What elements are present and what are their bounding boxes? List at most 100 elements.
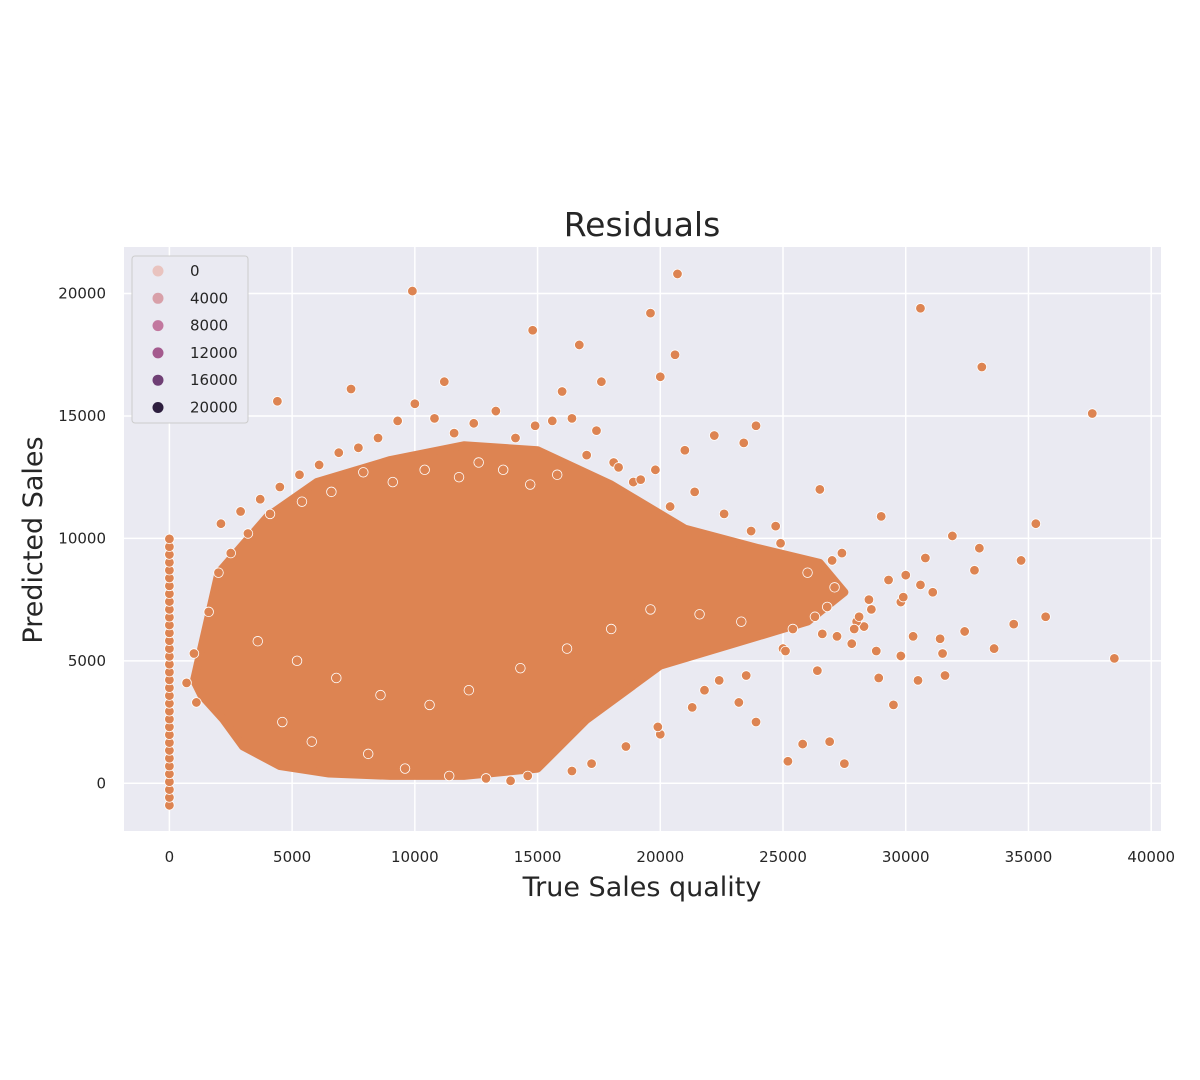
legend-label: 20000 bbox=[190, 399, 238, 417]
x-axis-label: True Sales quality bbox=[522, 872, 762, 903]
data-point bbox=[974, 542, 985, 554]
data-point bbox=[596, 376, 607, 387]
data-point bbox=[821, 601, 833, 613]
data-point bbox=[392, 415, 403, 427]
data-point bbox=[797, 738, 808, 750]
data-point bbox=[225, 547, 236, 559]
data-point bbox=[387, 476, 398, 488]
data-point bbox=[689, 486, 700, 498]
data-point bbox=[525, 479, 536, 490]
data-point bbox=[333, 447, 344, 458]
data-point bbox=[780, 645, 791, 657]
data-point bbox=[669, 349, 681, 360]
data-point bbox=[645, 307, 656, 319]
data-point bbox=[515, 662, 526, 674]
x-tick-label: 35000 bbox=[1005, 848, 1053, 866]
data-point bbox=[888, 699, 899, 711]
data-point bbox=[181, 677, 192, 689]
data-point bbox=[969, 565, 980, 576]
data-point bbox=[345, 383, 357, 395]
data-point bbox=[1008, 618, 1019, 630]
x-tick-label: 40000 bbox=[1127, 848, 1175, 866]
data-point bbox=[947, 530, 958, 542]
data-point bbox=[939, 670, 951, 681]
data-point bbox=[709, 430, 720, 441]
data-point bbox=[745, 525, 757, 537]
data-point bbox=[586, 758, 597, 769]
data-point bbox=[566, 765, 578, 777]
data-point bbox=[448, 427, 460, 439]
legend-marker bbox=[152, 347, 164, 359]
data-point bbox=[714, 675, 725, 686]
y-tick-label: 10000 bbox=[58, 529, 106, 547]
data-point bbox=[372, 432, 384, 444]
chart-title: Residuals bbox=[564, 205, 721, 244]
data-point bbox=[846, 638, 857, 649]
data-point bbox=[574, 339, 585, 351]
data-point bbox=[1087, 408, 1098, 419]
data-point bbox=[291, 655, 303, 667]
data-point bbox=[606, 623, 617, 635]
data-point bbox=[679, 445, 691, 456]
data-point bbox=[770, 520, 781, 532]
data-point bbox=[399, 763, 411, 774]
data-point bbox=[871, 645, 882, 657]
data-point bbox=[826, 555, 838, 566]
data-point bbox=[959, 626, 970, 637]
data-point bbox=[782, 756, 794, 767]
data-point bbox=[468, 418, 479, 429]
data-point bbox=[738, 437, 749, 449]
legend-label: 0 bbox=[190, 262, 200, 280]
data-point bbox=[907, 631, 919, 642]
legend-label: 16000 bbox=[190, 371, 238, 389]
data-point bbox=[839, 758, 850, 769]
data-point bbox=[439, 376, 450, 387]
data-point bbox=[556, 386, 568, 397]
data-point bbox=[505, 775, 516, 787]
data-point bbox=[645, 604, 656, 615]
data-point bbox=[652, 721, 664, 733]
data-point bbox=[522, 770, 533, 782]
data-point bbox=[490, 405, 502, 417]
y-tick-label: 15000 bbox=[58, 407, 106, 425]
data-point bbox=[802, 567, 813, 578]
y-tick-labels: 0 5000 10000 15000 20000 bbox=[58, 285, 106, 793]
data-point bbox=[655, 371, 666, 382]
data-point bbox=[529, 420, 541, 431]
data-point bbox=[473, 457, 484, 468]
data-point bbox=[812, 665, 823, 676]
data-point bbox=[363, 748, 374, 760]
data-point bbox=[699, 685, 710, 696]
data-point bbox=[824, 736, 835, 747]
y-tick-label: 0 bbox=[96, 774, 106, 792]
data-points bbox=[181, 268, 1120, 787]
data-point bbox=[498, 464, 509, 476]
point-cloud bbox=[190, 441, 849, 780]
data-point bbox=[581, 449, 592, 461]
x-tick-labels: 0 5000 10000 15000 20000 25000 30000 35000 40000 bbox=[165, 848, 1175, 866]
data-point bbox=[191, 697, 202, 708]
legend: 0 4000 8000 12000 16000 20000 bbox=[131, 255, 249, 424]
data-point bbox=[409, 398, 421, 409]
data-point bbox=[809, 611, 821, 622]
data-point bbox=[863, 594, 875, 605]
x-tick-label: 25000 bbox=[759, 848, 807, 866]
data-point bbox=[1109, 653, 1120, 664]
zero-sales-point bbox=[164, 533, 175, 545]
data-point bbox=[215, 518, 227, 529]
data-point bbox=[561, 643, 573, 654]
data-point bbox=[900, 569, 911, 581]
data-point bbox=[814, 484, 826, 495]
data-point bbox=[252, 636, 263, 647]
data-point bbox=[866, 604, 877, 615]
data-point bbox=[920, 552, 931, 564]
data-point bbox=[419, 464, 430, 476]
data-point bbox=[898, 591, 909, 603]
data-point bbox=[375, 689, 386, 701]
data-point bbox=[566, 413, 578, 424]
data-point bbox=[255, 494, 266, 505]
data-point bbox=[272, 396, 283, 407]
data-point bbox=[326, 486, 337, 498]
data-point bbox=[306, 736, 317, 747]
x-tick-label: 0 bbox=[165, 848, 175, 866]
